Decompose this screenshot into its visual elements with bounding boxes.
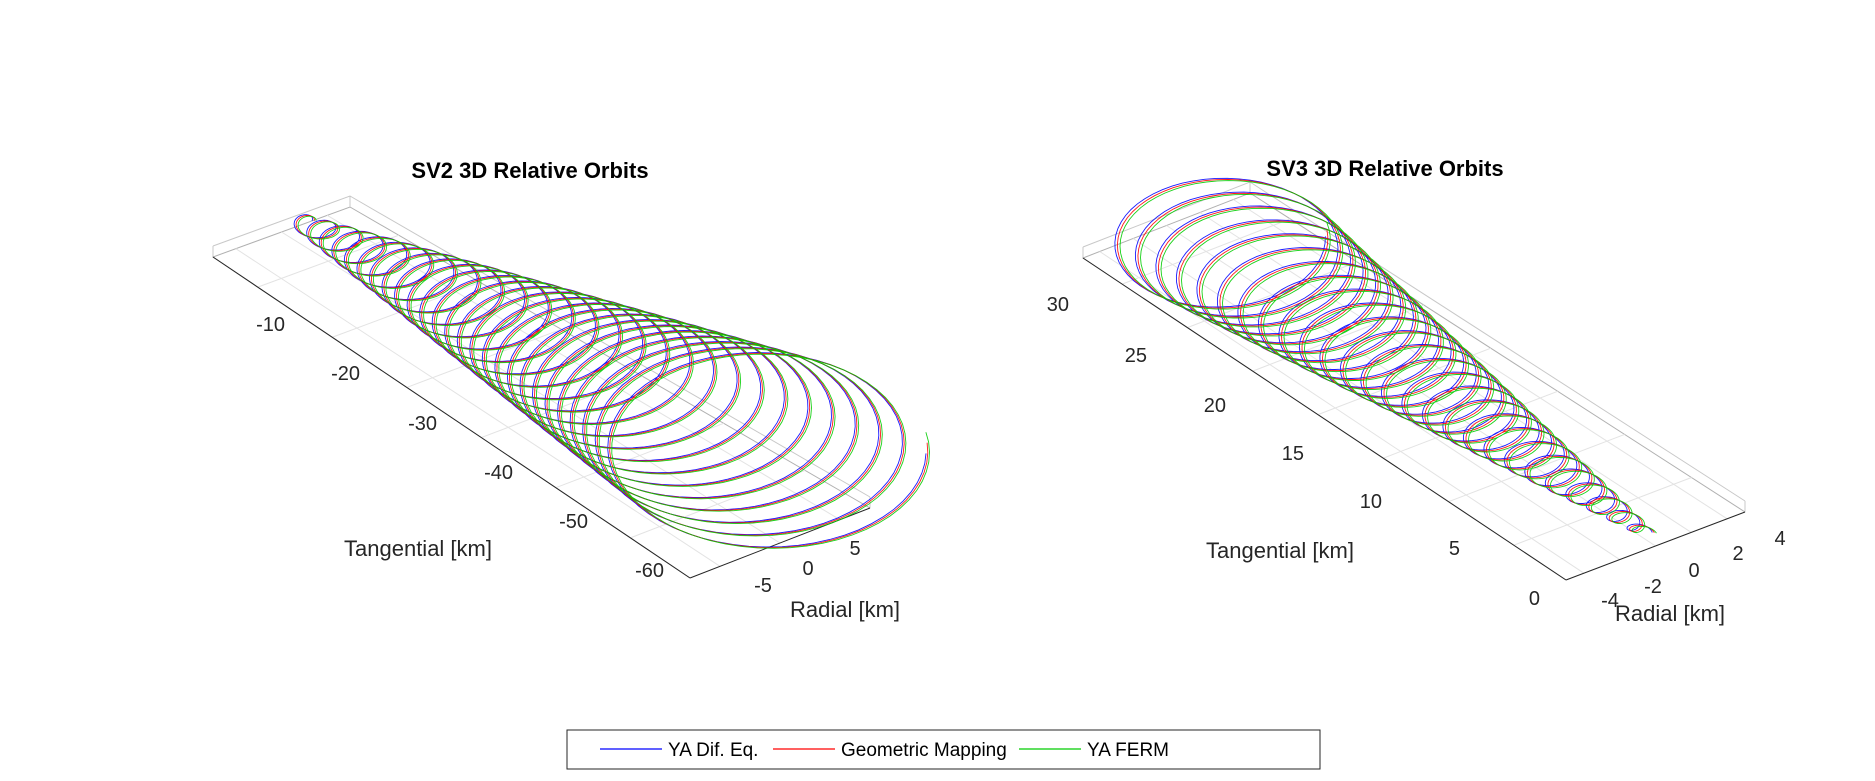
tangential-tick-label: -10 — [256, 314, 285, 336]
tangential-tick-label: 15 — [1282, 443, 1304, 465]
tangential-tick-label: -20 — [331, 363, 360, 385]
sv3-ticks: 0 5 10 15 20 25 30 -4 -2 0 2 4 — [1047, 294, 1786, 612]
gridline — [1132, 238, 1620, 561]
sv3-curves — [1114, 177, 1657, 534]
radial-tick-label: 5 — [849, 538, 860, 560]
gridline — [1233, 199, 1728, 520]
sv2-curves — [293, 214, 930, 549]
orbit-series-ya-ferm — [297, 215, 930, 549]
tangential-axis-line — [212, 256, 691, 579]
radial-tick-label: -4 — [1601, 590, 1619, 612]
floor-outline — [211, 206, 871, 579]
tangential-tick-label: -30 — [408, 413, 437, 435]
legend-box — [566, 729, 1321, 770]
orbit-series-ya-ferm — [1119, 180, 1657, 534]
tangential-tick-label: 25 — [1125, 345, 1147, 367]
sv2-ticks: -10-20-30-40-50-60-505 — [256, 314, 860, 597]
sv2-title: SV2 3D Relative Orbits — [411, 158, 648, 183]
tangential-tick-label: 5 — [1449, 538, 1460, 560]
tangential-tick-label: 10 — [1360, 491, 1382, 513]
sv2-chart: -10-20-30-40-50-60-505 SV2 3D Relative O… — [211, 158, 930, 622]
sv2-tangential-label: Tangential [km] — [344, 536, 492, 561]
wall-top — [1082, 181, 1746, 502]
sv3-radial-label: Radial [km] — [1615, 601, 1725, 626]
tangential-tick-label: 0 — [1529, 588, 1540, 610]
legend-label-geometric-mapping: Geometric Mapping — [841, 740, 1007, 761]
radial-tick-label: -5 — [754, 575, 772, 597]
tangential-tick-label: -50 — [559, 511, 588, 533]
sv3-tangential-label: Tangential [km] — [1206, 538, 1354, 563]
legend: YA Dif. Eq. Geometric Mapping YA FERM — [566, 729, 1321, 770]
tangential-tick-label: -60 — [635, 560, 664, 582]
gridline — [235, 248, 721, 567]
radial-tick-label: 0 — [802, 558, 813, 580]
tangential-tick-label: -40 — [484, 462, 513, 484]
sv3-chart: 0 5 10 15 20 25 30 -4 -2 0 2 4 SV3 3D Relative Orbi… — [1047, 156, 1786, 626]
radial-tick-label: 0 — [1688, 560, 1699, 582]
sv2-radial-label: Radial [km] — [790, 597, 900, 622]
wall-top — [212, 195, 871, 498]
legend-label-ya-ferm: YA FERM — [1087, 740, 1169, 761]
radial-tick-label: -2 — [1644, 576, 1662, 598]
tangential-tick-label: 20 — [1204, 395, 1226, 417]
orbit-series-ya-dif-eq- — [293, 214, 927, 548]
radial-axis-line — [1565, 511, 1746, 581]
radial-tick-label: 2 — [1732, 543, 1743, 565]
radial-tick-label: 4 — [1774, 528, 1785, 550]
tangential-axis-line — [1082, 257, 1567, 581]
legend-label-ya-dif-eq: YA Dif. Eq. — [668, 740, 758, 761]
tangential-tick-label: 30 — [1047, 294, 1069, 316]
sv3-title: SV3 3D Relative Orbits — [1266, 156, 1503, 181]
sv3-grid — [1081, 181, 1746, 581]
